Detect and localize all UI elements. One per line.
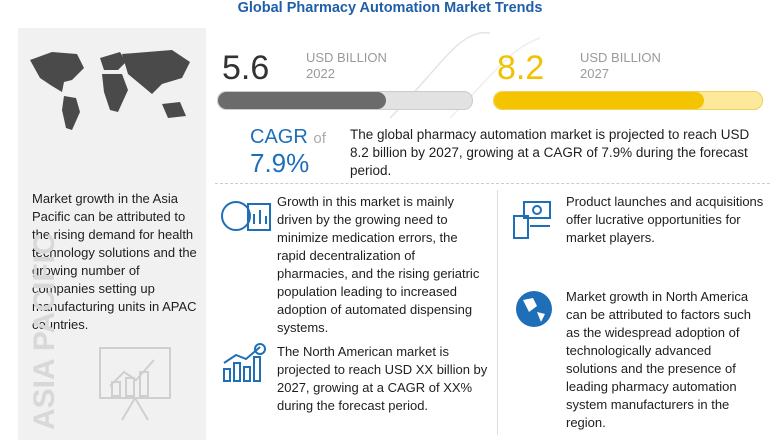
stat-unit: USD BILLION	[306, 50, 387, 65]
icon	[513, 201, 551, 239]
cagr-word: CAGR	[250, 126, 308, 148]
insight: The North American market is projected t…	[277, 344, 488, 413]
bar-fill	[218, 92, 386, 109]
stat-value: 5.6	[222, 49, 270, 87]
stat-year: 2027	[580, 66, 609, 81]
summary: The global pharmacy automation market is…	[350, 127, 750, 178]
cagr-value: 7.9%	[250, 148, 310, 178]
stat-unit: USD BILLION	[580, 50, 661, 65]
insight: Growth in this market is mainly driven b…	[277, 194, 480, 335]
icon	[221, 201, 271, 231]
divider	[497, 190, 498, 435]
cagr-of: of	[313, 130, 326, 147]
stat-year: 2022	[306, 66, 335, 81]
globe-icon	[516, 291, 552, 327]
region-label: ASIA PACIFIC	[28, 233, 61, 430]
chart-icon	[99, 347, 171, 421]
title: Global Pharmacy Automation Market Trends	[237, 0, 543, 16]
divider	[215, 183, 770, 184]
insight: Market growth in North America can be at…	[566, 289, 751, 430]
bar-fill	[494, 92, 704, 109]
cagr-label: CAGR of	[250, 126, 326, 149]
icon	[223, 343, 266, 382]
insight: Product launches and acquisitions offer …	[566, 194, 764, 245]
apac-text: Market growth in the Asia Pacific can be…	[32, 191, 197, 332]
stat-value: 8.2	[497, 49, 545, 87]
world-map-icon	[30, 50, 190, 130]
